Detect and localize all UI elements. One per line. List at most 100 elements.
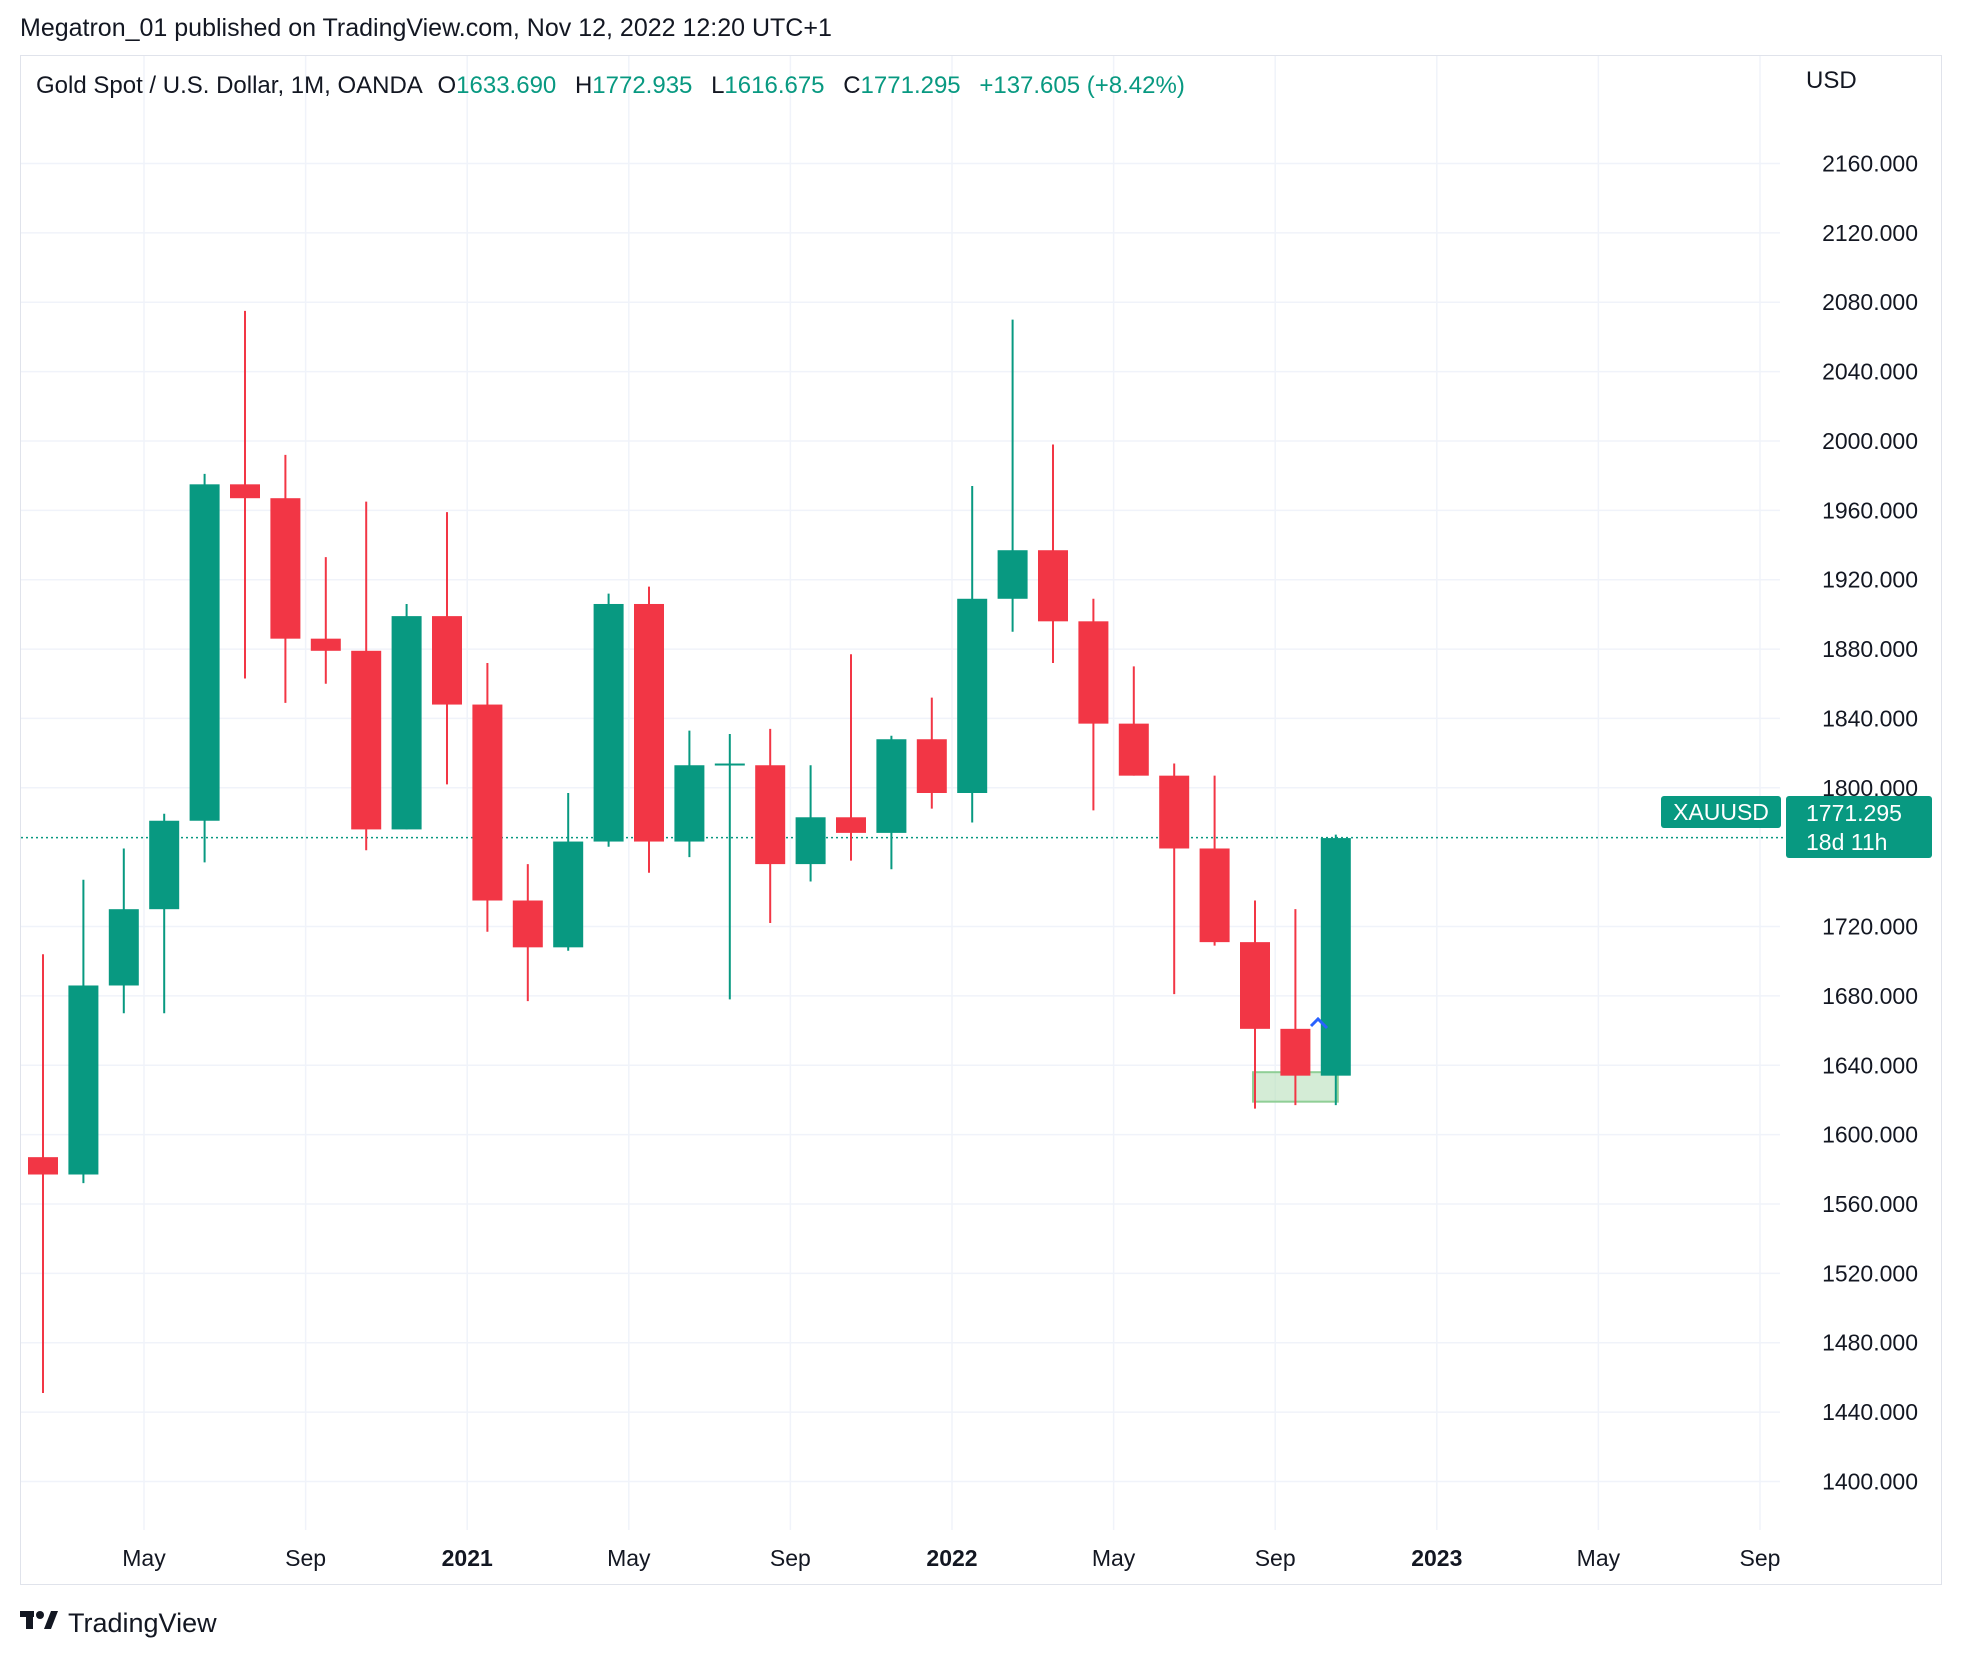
candle — [1118, 666, 1149, 776]
candle — [916, 697, 947, 809]
footer-brand[interactable]: TradingView — [20, 1608, 217, 1639]
currency-label: USD — [1806, 67, 1857, 94]
x-tick-label: May — [122, 1545, 166, 1571]
candle-body — [1159, 775, 1190, 849]
change-value: +137.605 (+8.42%) — [979, 72, 1185, 99]
y-tick-label: 1600.000 — [1822, 1122, 1918, 1148]
candle — [310, 557, 341, 684]
y-tick-label: 1960.000 — [1822, 497, 1918, 523]
candle — [1199, 775, 1230, 946]
y-tick-label: 1640.000 — [1822, 1052, 1918, 1078]
candle — [1240, 900, 1270, 1109]
candle — [149, 813, 180, 1014]
high-label: H — [574, 72, 593, 99]
candle — [593, 593, 624, 847]
footer-brand-text: TradingView — [68, 1608, 217, 1638]
candle-body — [755, 765, 786, 865]
y-tick-label: 1880.000 — [1822, 636, 1918, 662]
y-tick-label: 1920.000 — [1822, 567, 1918, 593]
tradingview-logo-icon — [20, 1609, 60, 1638]
x-tick-label: May — [1092, 1545, 1136, 1571]
symbol-tag: XAUUSD — [1673, 799, 1769, 825]
low-value: 1616.675 — [724, 72, 825, 99]
candle-body — [432, 616, 462, 705]
candle — [68, 879, 99, 1184]
candle-body — [957, 598, 988, 793]
x-tick-label: May — [607, 1545, 651, 1571]
candle — [28, 954, 58, 1394]
candle-body — [593, 603, 624, 842]
candle — [634, 586, 664, 873]
candle-body — [1280, 1028, 1311, 1076]
candle-body — [28, 1157, 58, 1175]
y-tick-label: 1480.000 — [1822, 1330, 1918, 1356]
candle — [230, 310, 260, 679]
candle-body — [230, 484, 260, 499]
candle — [1038, 444, 1068, 663]
candle-body — [674, 765, 705, 842]
candle-body — [108, 909, 139, 986]
x-axis: May Sep 2021 May Sep 2022 May Sep 2023 May Sep — [122, 1545, 1780, 1571]
candle-body — [351, 650, 382, 830]
x-tick-label: 2022 — [926, 1545, 977, 1571]
close-value: 1771.295 — [860, 72, 961, 99]
candle-body — [876, 739, 907, 833]
bar-countdown: 18d 11h — [1806, 829, 1887, 855]
candle-body — [189, 484, 220, 821]
y-tick-label: 1840.000 — [1822, 705, 1918, 731]
y-tick-label: 2080.000 — [1822, 289, 1918, 315]
candle-body — [997, 550, 1028, 599]
y-tick-label: 1520.000 — [1822, 1260, 1918, 1286]
candle-body — [795, 817, 826, 865]
candle-body — [1118, 723, 1149, 776]
open-value: 1633.690 — [456, 72, 557, 99]
y-tick-label: 1440.000 — [1822, 1399, 1918, 1425]
candle — [472, 662, 503, 932]
price-tag-bg — [1786, 796, 1932, 858]
candle-body — [68, 985, 99, 1175]
close-label: C — [843, 72, 861, 99]
x-tick-label: 2021 — [442, 1545, 493, 1571]
symbol-description: Gold Spot / U.S. Dollar, 1M, OANDA — [36, 72, 423, 99]
candle — [1280, 909, 1311, 1106]
publish-header: Megatron_01 published on TradingView.com… — [20, 14, 832, 42]
price-tag[interactable]: XAUUSD 1771.295 18d 11h — [1661, 796, 1932, 858]
candle — [755, 728, 786, 924]
y-tick-label: 1720.000 — [1822, 914, 1918, 940]
candle-body — [1320, 838, 1351, 1076]
y-axis: 2160.000 2120.000 2080.000 2040.000 2000.000… — [1822, 151, 1918, 1495]
candle — [836, 654, 866, 861]
candle — [351, 501, 382, 851]
x-tick-label: Sep — [1255, 1545, 1296, 1571]
y-tick-label: 2120.000 — [1822, 220, 1918, 246]
candle — [270, 454, 301, 703]
y-tick-label: 2040.000 — [1822, 359, 1918, 385]
candle-body — [836, 817, 866, 833]
candle — [957, 486, 988, 823]
candle-body — [512, 900, 543, 948]
candle-body — [310, 638, 341, 651]
candle — [997, 319, 1028, 632]
candle — [795, 765, 826, 882]
symbol-tag-bg — [1661, 796, 1781, 828]
ohlc-legend: Gold Spot / U.S. Dollar, 1M, OANDA O1633… — [36, 72, 1185, 100]
x-tick-label: Sep — [1740, 1545, 1781, 1571]
high-value: 1772.935 — [592, 72, 693, 99]
candle-body — [270, 498, 301, 639]
candle-body — [1199, 848, 1230, 943]
chart-frame[interactable] — [20, 55, 1942, 1585]
y-tick-label: 2000.000 — [1822, 428, 1918, 454]
candle — [674, 730, 705, 858]
candle — [1078, 598, 1109, 811]
y-tick-label: 1560.000 — [1822, 1191, 1918, 1217]
candle-body — [472, 704, 503, 901]
candle-body — [1038, 550, 1068, 622]
candle — [108, 848, 139, 1014]
candle — [876, 735, 907, 870]
candle-body — [149, 820, 180, 910]
candle — [714, 734, 745, 1000]
candle-body — [553, 841, 584, 948]
candle-body — [634, 603, 664, 842]
chevron-up-icon — [1309, 1016, 1329, 1030]
